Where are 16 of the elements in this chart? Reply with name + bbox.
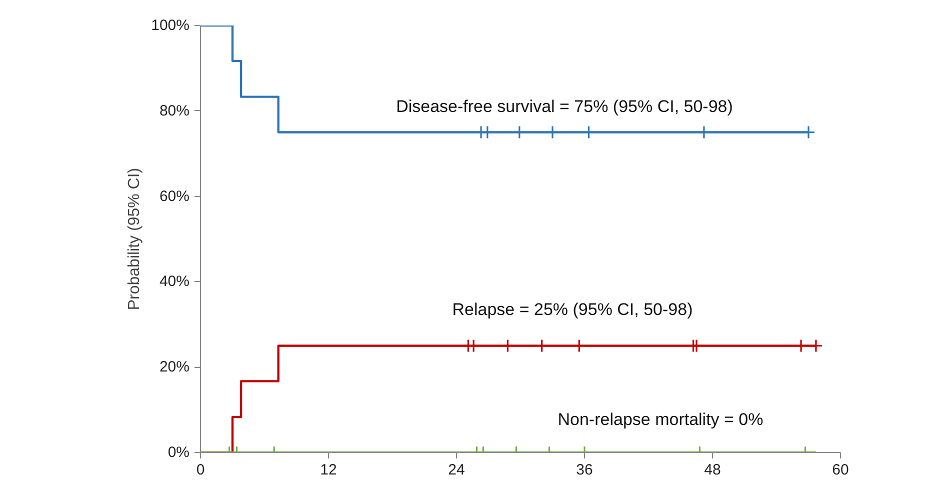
annotation: Relapse = 25% (95% CI, 50-98) bbox=[452, 300, 693, 319]
y-tick-label: 80% bbox=[159, 102, 190, 120]
x-tick-label: 24 bbox=[448, 462, 465, 478]
x-tick-label: 36 bbox=[576, 462, 593, 478]
x-tick-label: 60 bbox=[832, 462, 849, 478]
y-tick-label: 100% bbox=[151, 17, 190, 34]
y-axis-title: Probability (95% CI) bbox=[126, 168, 144, 310]
annotation: Disease-free survival = 75% (95% CI, 50-98) bbox=[396, 97, 733, 116]
y-tick-label: 40% bbox=[159, 273, 190, 290]
x-tick-label: 12 bbox=[320, 462, 337, 478]
y-tick-label: 60% bbox=[159, 188, 190, 205]
annotation: Non-relapse mortality = 0% bbox=[558, 410, 764, 429]
y-tick-label: 0% bbox=[168, 444, 190, 461]
x-tick-label: 48 bbox=[704, 462, 721, 478]
x-tick-label: 0 bbox=[196, 462, 205, 478]
y-tick-label: 20% bbox=[159, 358, 190, 376]
